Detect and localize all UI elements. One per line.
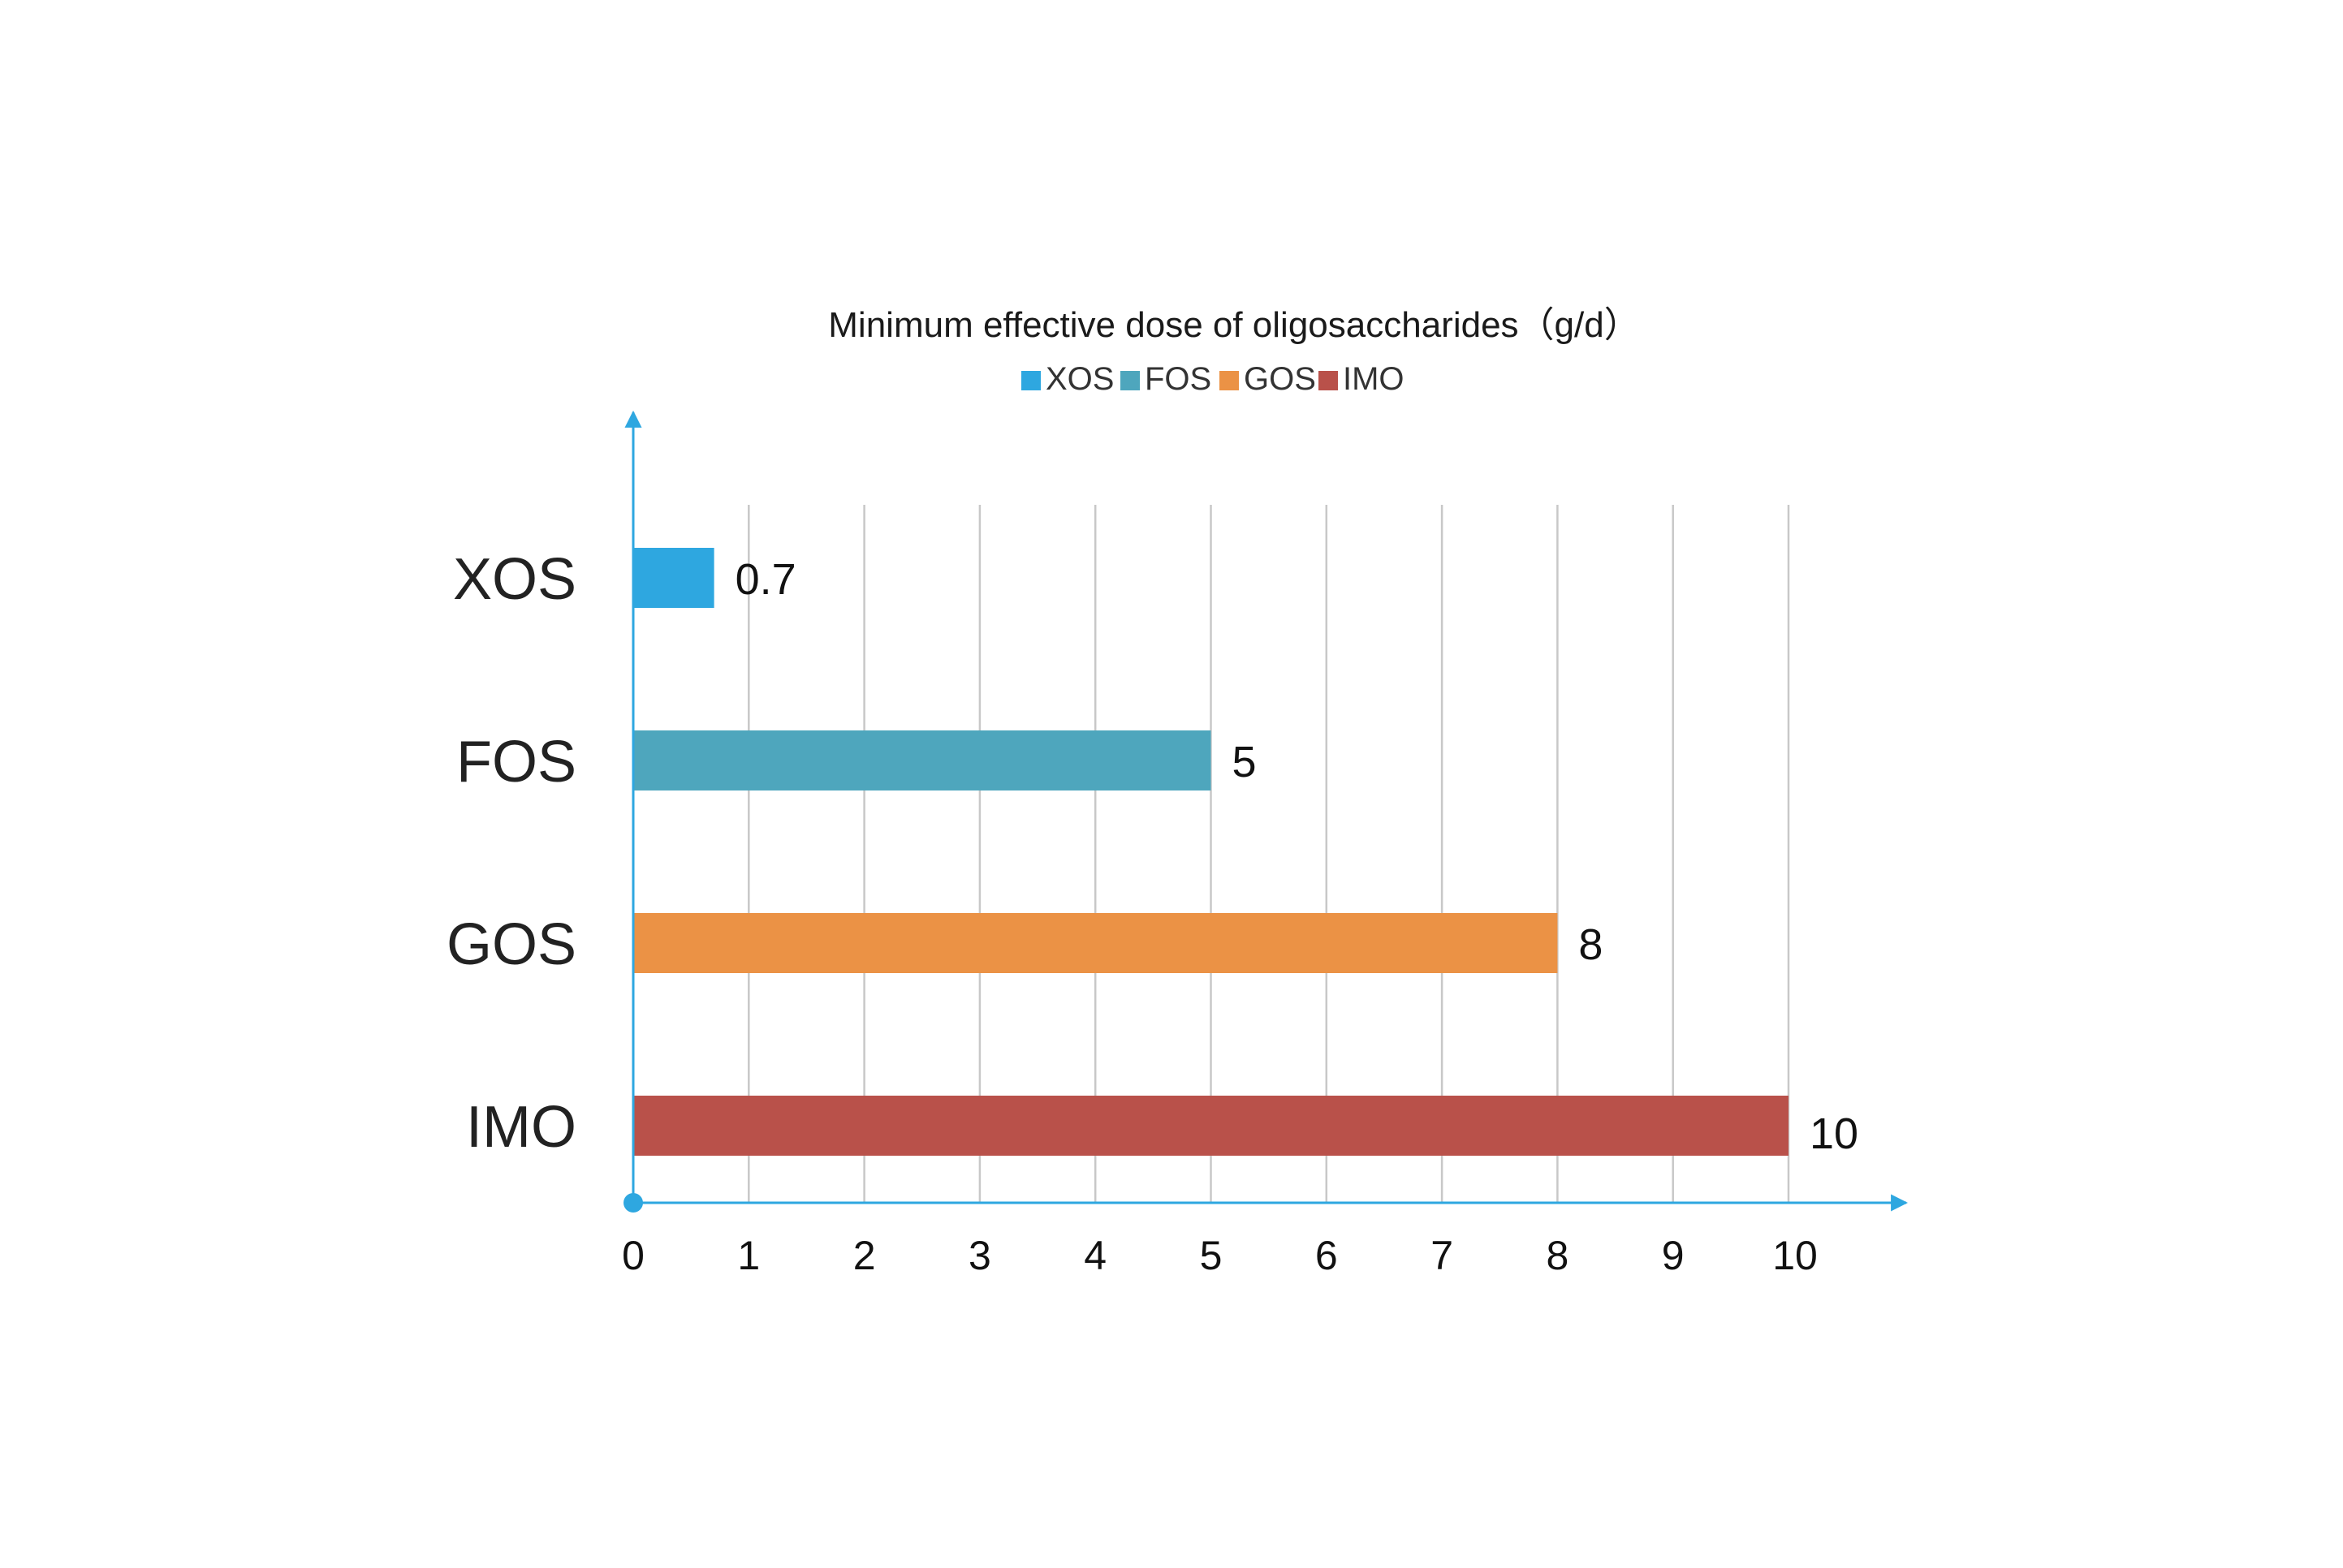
x-tick-label-7: 7 (1430, 1233, 1453, 1278)
x-tick-label-9: 9 (1662, 1233, 1685, 1278)
bars (633, 548, 1789, 1156)
legend-label-imo: IMO (1343, 361, 1405, 397)
x-tick-label-0: 0 (622, 1233, 645, 1278)
data-labels: 0.7 5 8 10 (736, 555, 1858, 1158)
x-tick-label-1: 1 (737, 1233, 760, 1278)
data-label-gos: 8 (1578, 920, 1603, 969)
x-tick-label-4: 4 (1084, 1233, 1107, 1278)
legend-label-fos: FOS (1145, 361, 1211, 397)
legend-label-gos: GOS (1244, 361, 1316, 397)
category-label-imo: IMO (466, 1095, 576, 1160)
legend-swatch-xos (1021, 371, 1041, 390)
data-label-xos: 0.7 (736, 555, 796, 604)
category-label-fos: FOS (456, 730, 576, 795)
x-tick-label-8: 8 (1546, 1233, 1568, 1278)
category-label-gos: GOS (447, 912, 576, 977)
x-tick-label-5: 5 (1200, 1233, 1223, 1278)
category-label-xos: XOS (453, 547, 576, 612)
x-tick-label-6: 6 (1315, 1233, 1338, 1278)
category-labels: XOS FOS GOS IMO (447, 547, 576, 1160)
chart-title: Minimum effective dose of oligosaccharid… (828, 305, 1639, 345)
grid-lines (748, 505, 1790, 1203)
data-label-fos: 5 (1232, 738, 1257, 786)
x-tick-labels: 0 1 2 3 4 5 6 7 8 9 10 (622, 1233, 1818, 1278)
legend: XOS FOS GOS IMO (1021, 361, 1405, 397)
legend-swatch-fos (1120, 371, 1140, 390)
axis-origin-dot (624, 1193, 643, 1213)
x-tick-label-3: 3 (969, 1233, 991, 1278)
legend-swatch-imo (1318, 371, 1338, 390)
bar-gos (633, 913, 1558, 973)
x-tick-label-2: 2 (853, 1233, 876, 1278)
bar-imo (633, 1096, 1789, 1156)
x-tick-label-10: 10 (1772, 1233, 1818, 1278)
bar-fos (633, 730, 1211, 790)
data-label-imo: 10 (1810, 1109, 1858, 1158)
axes (624, 410, 1909, 1213)
legend-label-xos: XOS (1046, 361, 1114, 397)
legend-swatch-gos (1219, 371, 1239, 390)
bar-xos (633, 548, 714, 608)
